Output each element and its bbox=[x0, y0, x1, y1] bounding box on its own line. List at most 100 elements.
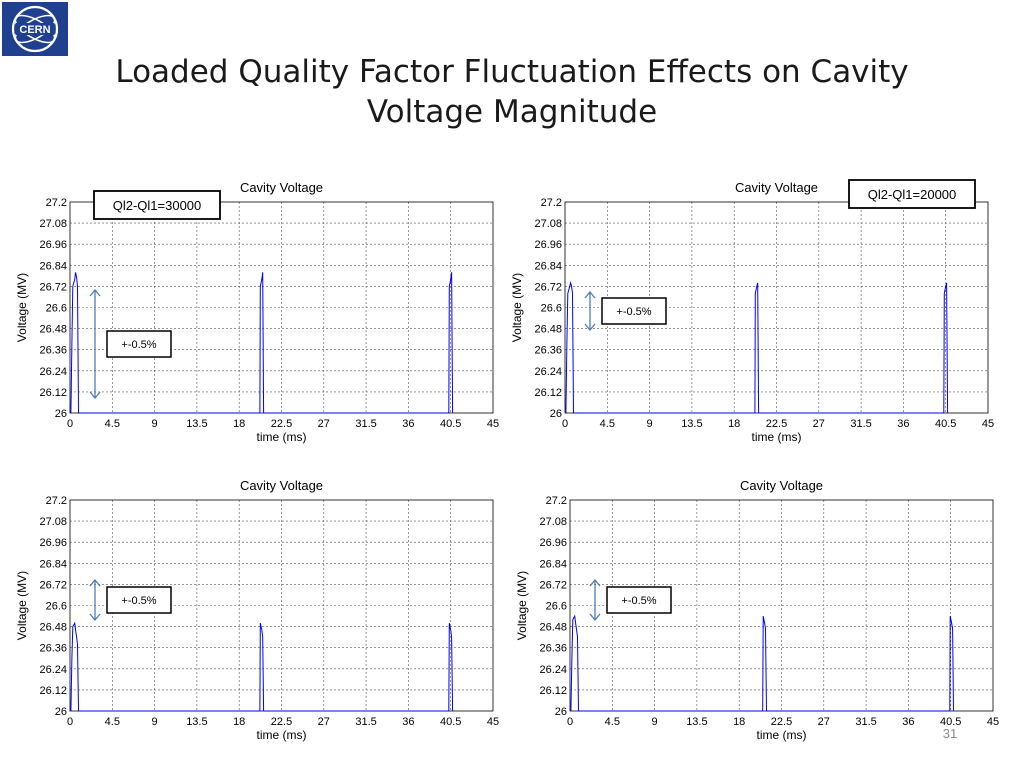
chart-2-x-tick-label: 4.5 bbox=[105, 716, 120, 728]
chart-2-range-label: +-0.5% bbox=[121, 595, 156, 607]
chart-0-x-tick-label: 36 bbox=[402, 418, 414, 430]
chart-bottom-left: 0 4.5 9 13.5 18 22.5 27 31.5 36 40.5 45 26 26.12 26.2… bbox=[10, 470, 520, 770]
chart-1-y-tick-label: 27.2 bbox=[541, 197, 562, 209]
slide-title: Loaded Quality Factor Fluctuation Effect… bbox=[60, 52, 964, 132]
chart-2-x-tick-label: 22.5 bbox=[271, 716, 292, 728]
chart-1-title: Cavity Voltage bbox=[735, 180, 818, 195]
chart-3-title: Cavity Voltage bbox=[740, 478, 823, 493]
chart-3-x-tick-label: 4.5 bbox=[605, 716, 620, 728]
chart-2-y-tick-label: 26.6 bbox=[46, 601, 67, 613]
chart-2-x-tick-label: 31.5 bbox=[355, 716, 376, 728]
chart-1-x-tick-label: 45 bbox=[982, 418, 994, 430]
page-number: 31 bbox=[942, 726, 958, 741]
chart-0-x-tick-label: 4.5 bbox=[105, 418, 120, 430]
chart-top-right-svg: 0 4.5 9 13.5 18 22.5 27 31.5 36 40.5 45 26 26.12 26.2… bbox=[510, 179, 994, 444]
chart-0-y-tick-label: 26.72 bbox=[39, 281, 67, 293]
slide-title-line-2: Voltage Magnitude bbox=[366, 94, 658, 130]
chart-1-x-tick-label: 27 bbox=[813, 418, 825, 430]
chart-1-x-axis-label: time (ms) bbox=[752, 430, 802, 444]
chart-3-y-tick-label: 26.48 bbox=[539, 622, 567, 634]
chart-top-right: 0 4.5 9 13.5 18 22.5 27 31.5 36 40.5 45 26 26.12 26.2… bbox=[505, 172, 1015, 472]
chart-0-y-tick-label: 26.36 bbox=[39, 345, 67, 357]
chart-1-y-tick-label: 26.12 bbox=[534, 387, 562, 399]
chart-1-range-box bbox=[601, 297, 667, 325]
chart-1-y-tick-label: 27.08 bbox=[534, 218, 562, 230]
chart-3-x-tick-label: 45 bbox=[987, 716, 999, 728]
chart-1-y-tick-label: 26.36 bbox=[534, 345, 562, 357]
chart-2-x-tick-label: 18 bbox=[233, 716, 245, 728]
chart-0-y-tick-label: 26.12 bbox=[39, 387, 67, 399]
chart-1-x-tick-label: 36 bbox=[897, 418, 909, 430]
chart-0-x-tick-label: 0 bbox=[67, 418, 73, 430]
chart-top-left-svg: 0 4.5 9 13.5 18 22.5 27 31.5 36 40.5 45 26 26.12 26.2… bbox=[15, 180, 499, 444]
chart-3-y-axis-label: Voltage (MV) bbox=[515, 571, 529, 640]
chart-bottom-right-svg: 0 4.5 9 13.5 18 22.5 27 31.5 36 40.5 45 26 26.12 26.2… bbox=[515, 478, 999, 742]
chart-1-x-tick-label: 13.5 bbox=[681, 418, 702, 430]
chart-0-y-tick-label: 26 bbox=[55, 408, 67, 420]
chart-2-y-tick-label: 26.84 bbox=[39, 558, 67, 570]
chart-0-x-tick-label: 9 bbox=[152, 418, 158, 430]
chart-2-y-tick-label: 27.08 bbox=[39, 516, 67, 528]
chart-2-y-tick-label: 27.2 bbox=[46, 495, 67, 507]
chart-0-x-axis-label: time (ms) bbox=[257, 430, 307, 444]
chart-3-y-tick-label: 26.24 bbox=[539, 664, 567, 676]
chart-0-y-axis-label: Voltage (MV) bbox=[15, 273, 29, 342]
chart-0-range-arrow-head-up bbox=[89, 288, 101, 297]
chart-1-range-arrow-head-up bbox=[584, 290, 596, 299]
chart-0-series-line-0 bbox=[70, 272, 454, 414]
slide-title-line-1: Loaded Quality Factor Fluctuation Effect… bbox=[115, 54, 909, 90]
chart-3-x-axis-label: time (ms) bbox=[757, 728, 807, 742]
chart-1-x-tick-label: 40.5 bbox=[935, 418, 956, 430]
chart-3-y-tick-label: 26.36 bbox=[539, 643, 567, 655]
chart-2-x-tick-label: 13.5 bbox=[186, 716, 207, 728]
chart-1-series-line-0 bbox=[565, 280, 949, 414]
chart-2-x-tick-label: 36 bbox=[402, 716, 414, 728]
chart-2-range-arrow-head-down bbox=[89, 613, 101, 622]
chart-3-x-tick-label: 22.5 bbox=[771, 716, 792, 728]
chart-1-annotation-box bbox=[848, 179, 976, 209]
chart-2-y-tick-label: 26.36 bbox=[39, 643, 67, 655]
chart-1-y-tick-label: 26.48 bbox=[534, 324, 562, 336]
chart-2-x-tick-label: 27 bbox=[318, 716, 330, 728]
chart-2-y-axis-label: Voltage (MV) bbox=[15, 571, 29, 640]
chart-0-x-tick-label: 40.5 bbox=[440, 418, 461, 430]
chart-1-y-tick-label: 26.24 bbox=[534, 366, 562, 378]
chart-3-y-tick-label: 26.72 bbox=[539, 579, 567, 591]
chart-0-y-tick-label: 26.84 bbox=[39, 260, 67, 272]
chart-0-y-tick-label: 26.24 bbox=[39, 366, 67, 378]
chart-3-x-tick-label: 27 bbox=[818, 716, 830, 728]
chart-2-title: Cavity Voltage bbox=[240, 478, 323, 493]
chart-3-range-box bbox=[606, 586, 672, 614]
chart-2-y-tick-label: 26.48 bbox=[39, 622, 67, 634]
chart-3-y-tick-label: 26.12 bbox=[539, 685, 567, 697]
chart-0-x-tick-label: 18 bbox=[233, 418, 245, 430]
chart-0-annotation: Ql2-Ql1=30000 bbox=[113, 198, 202, 213]
chart-0-y-tick-label: 27.2 bbox=[46, 197, 67, 209]
chart-1-x-tick-label: 18 bbox=[728, 418, 740, 430]
chart-2-y-tick-label: 26.12 bbox=[39, 685, 67, 697]
chart-1-y-tick-label: 26.96 bbox=[534, 239, 562, 251]
chart-0-annotation-box bbox=[93, 190, 221, 220]
cern-logo-text: CERN bbox=[19, 24, 50, 36]
chart-2-y-tick-label: 26.72 bbox=[39, 579, 67, 591]
chart-1-x-tick-label: 4.5 bbox=[600, 418, 615, 430]
chart-0-range-box bbox=[106, 330, 172, 358]
chart-3-x-tick-label: 36 bbox=[902, 716, 914, 728]
chart-0-x-tick-label: 27 bbox=[318, 418, 330, 430]
chart-2-y-tick-label: 26.96 bbox=[39, 537, 67, 549]
cern-logo: CERN bbox=[2, 2, 68, 56]
chart-2-series-line-0 bbox=[70, 621, 454, 712]
chart-3-x-tick-label: 9 bbox=[652, 716, 658, 728]
chart-1-x-tick-label: 9 bbox=[647, 418, 653, 430]
chart-0-x-tick-label: 31.5 bbox=[355, 418, 376, 430]
chart-3-y-tick-label: 27.2 bbox=[546, 495, 567, 507]
chart-1-x-tick-label: 0 bbox=[562, 418, 568, 430]
chart-2-x-axis-label: time (ms) bbox=[257, 728, 307, 742]
chart-3-series-line-0 bbox=[570, 614, 954, 712]
chart-bottom-left-svg: 0 4.5 9 13.5 18 22.5 27 31.5 36 40.5 45 26 26.12 26.2… bbox=[15, 478, 499, 742]
chart-1-y-tick-label: 26 bbox=[550, 408, 562, 420]
chart-3-range-arrow-head-up bbox=[589, 578, 601, 587]
chart-0-range-label: +-0.5% bbox=[121, 339, 156, 351]
chart-1-x-tick-label: 31.5 bbox=[850, 418, 871, 430]
chart-3-x-tick-label: 18 bbox=[733, 716, 745, 728]
